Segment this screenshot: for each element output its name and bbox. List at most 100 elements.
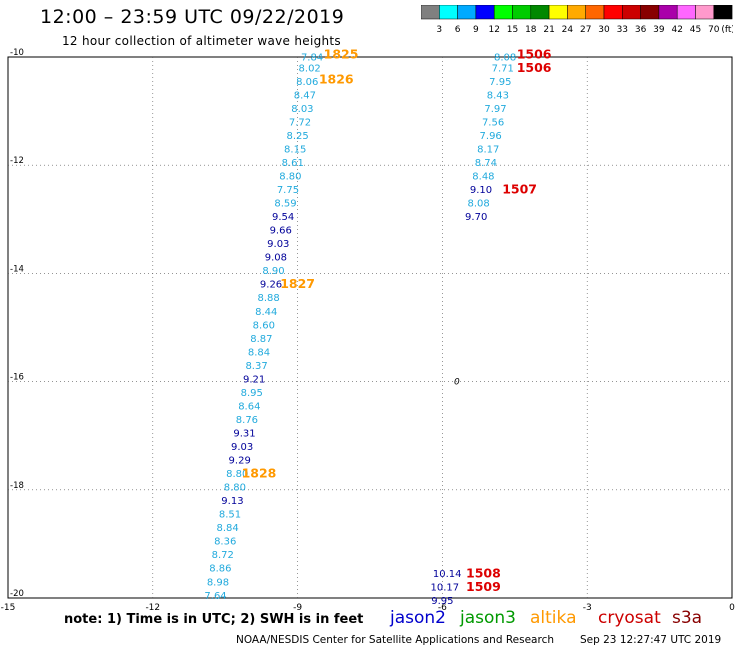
y-tick-label: -16 xyxy=(10,373,24,383)
x-tick-label: 0 xyxy=(729,603,735,613)
x-tick-label: -15 xyxy=(1,603,16,613)
colorbar-tick-label: 39 xyxy=(653,25,665,35)
credit-line: NOAA/NESDIS Center for Satellite Applica… xyxy=(236,634,554,646)
wave-height-label: 9.70 xyxy=(465,212,487,223)
pass-time-label: 1826 xyxy=(319,72,354,87)
colorbar-tick-label: 18 xyxy=(525,25,537,35)
colorbar-tick-label: 27 xyxy=(580,25,591,35)
wave-height-label: 8.98 xyxy=(207,577,229,588)
pass-time-label: 1508 xyxy=(466,566,501,581)
wave-height-label: 9.08 xyxy=(265,253,287,264)
wave-height-label: 9.03 xyxy=(231,442,253,453)
wave-height-label: 9.26 xyxy=(260,280,282,291)
wave-height-label: 9.31 xyxy=(233,428,255,439)
wave-height-label: 7.71 xyxy=(492,63,514,74)
island-marker: 0 xyxy=(454,378,460,388)
wave-height-label: 8.03 xyxy=(291,104,313,115)
colorbar-tick-label: 45 xyxy=(690,25,701,35)
x-tick-label: -3 xyxy=(583,603,592,613)
wave-height-label: 9.54 xyxy=(272,212,294,223)
wave-height-label: 9.10 xyxy=(470,185,492,196)
wave-height-label: 8.64 xyxy=(238,401,260,412)
wave-height-label: 8.25 xyxy=(286,131,308,142)
wave-height-label: 9.29 xyxy=(229,456,251,467)
colorbar-tick-label: 9 xyxy=(473,25,479,35)
wave-height-label: 8.84 xyxy=(216,523,238,534)
wave-height-label: 8.08 xyxy=(494,53,516,64)
wave-height-label: 8.08 xyxy=(467,199,489,210)
wave-height-label: 9.13 xyxy=(221,496,243,507)
wave-height-label: 8.60 xyxy=(253,320,275,331)
wave-height-label: 8.17 xyxy=(477,144,499,155)
colorbar-tick-label: 15 xyxy=(507,25,518,35)
colorbar-unit: (ft) xyxy=(721,25,733,35)
wave-height-label: 10.14 xyxy=(433,569,462,580)
wave-height-label: 8.59 xyxy=(274,199,296,210)
colorbar-tick-label: 70 xyxy=(708,25,720,35)
colorbar-tick-label: 24 xyxy=(562,25,574,35)
wave-height-label: 9.95 xyxy=(431,596,453,607)
wave-height-label: 8.88 xyxy=(258,293,280,304)
wave-height-label: 8.87 xyxy=(250,334,272,345)
wave-height-label: 8.02 xyxy=(299,63,321,74)
wave-height-label: 8.74 xyxy=(475,158,497,169)
x-tick-label: -9 xyxy=(293,603,302,613)
colorbar-tick-label: 30 xyxy=(598,25,610,35)
wave-height-label: 9.03 xyxy=(267,239,289,250)
y-tick-label: -12 xyxy=(10,156,24,166)
colorbar-tick-label: 33 xyxy=(617,25,628,35)
footnote: note: 1) Time is in UTC; 2) SWH is in fe… xyxy=(64,612,364,627)
y-tick-label: -18 xyxy=(10,481,24,491)
wave-height-label: 8.47 xyxy=(294,90,316,101)
legend-jason2: jason2 xyxy=(390,608,446,628)
wave-height-label: 8.37 xyxy=(245,361,267,372)
wave-height-label: 7.75 xyxy=(277,185,299,196)
colorbar-swatch xyxy=(713,5,733,20)
colorbar-tick-label: 3 xyxy=(436,25,442,35)
wave-height-label: 7.64 xyxy=(204,591,226,602)
legend-cryosat: cryosat xyxy=(598,608,661,628)
legend-jason3: jason3 xyxy=(460,608,516,628)
wave-height-label: 8.15 xyxy=(284,144,306,155)
wave-height-label: 8.61 xyxy=(282,158,304,169)
wave-height-label: 7.72 xyxy=(289,117,311,128)
colorbar-tick-label: 12 xyxy=(488,25,499,35)
y-tick-label: -10 xyxy=(10,48,24,58)
y-tick-label: -14 xyxy=(10,264,24,274)
wave-height-label: 8.95 xyxy=(241,388,263,399)
wave-height-label: 8.90 xyxy=(262,266,284,277)
pass-time-label: 1509 xyxy=(466,579,501,594)
wave-height-label: 8.80 xyxy=(224,483,246,494)
legend-altika: altika xyxy=(530,608,577,628)
wave-height-label: 8.76 xyxy=(236,415,258,426)
wave-height-label: 8.06 xyxy=(296,77,318,88)
colorbar-tick-label: 21 xyxy=(543,25,554,35)
wave-height-label: 10.17 xyxy=(430,583,459,594)
chart-title: 12:00 – 23:59 UTC 09/22/2019 xyxy=(40,6,345,28)
wave-height-label: 8.80 xyxy=(226,469,248,480)
colorbar-tick-label: 42 xyxy=(671,25,682,35)
x-tick-label: -6 xyxy=(438,603,447,613)
wave-height-label: 8.43 xyxy=(487,90,509,101)
wave-height-label: 8.51 xyxy=(219,510,241,521)
pass-time-label: 1506 xyxy=(517,60,552,75)
wave-height-label: 8.44 xyxy=(255,307,277,318)
pass-time-label: 1825 xyxy=(324,46,359,61)
chart-subtitle: 12 hour collection of altimeter wave hei… xyxy=(62,34,341,48)
plot-frame xyxy=(7,56,733,599)
wave-height-label: 7.95 xyxy=(489,77,511,88)
x-tick-label: -12 xyxy=(145,603,160,613)
pass-time-label: 1507 xyxy=(502,182,537,197)
pass-time-label: 1827 xyxy=(280,276,315,291)
colorbar-tick-label: 6 xyxy=(455,25,461,35)
colorbar-tick-label: 36 xyxy=(635,25,647,35)
wave-height-label: 7.84 xyxy=(301,53,323,64)
wave-height-label: 8.36 xyxy=(214,537,236,548)
wave-height-label: 8.48 xyxy=(472,172,494,183)
wave-height-label: 8.84 xyxy=(248,347,270,358)
wave-height-label: 7.97 xyxy=(484,104,506,115)
wave-height-label: 8.86 xyxy=(209,564,231,575)
